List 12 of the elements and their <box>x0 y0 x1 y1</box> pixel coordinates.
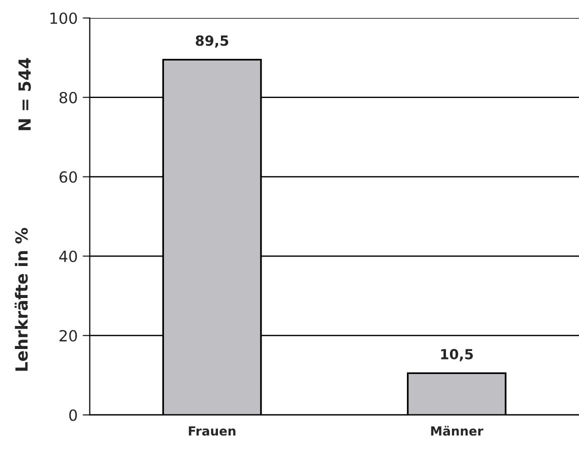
y-tick-label: 60 <box>60 171 77 183</box>
text: N = 544 <box>18 58 31 130</box>
y-tick-label: 80 <box>60 92 77 104</box>
x-tick-label: Frauen <box>188 426 236 436</box>
data-label: 89,5 <box>196 35 228 48</box>
y-tick-label: 20 <box>60 330 77 342</box>
y-tick-label: 0 <box>69 409 77 421</box>
y-axis-title: Lehrkräfte in % <box>14 228 28 371</box>
x-tick-label: Männer <box>431 426 484 436</box>
y-tick-label: 40 <box>59 250 77 262</box>
data-label: 10,5 <box>441 348 473 362</box>
y-tick-label: 100 <box>50 12 77 24</box>
